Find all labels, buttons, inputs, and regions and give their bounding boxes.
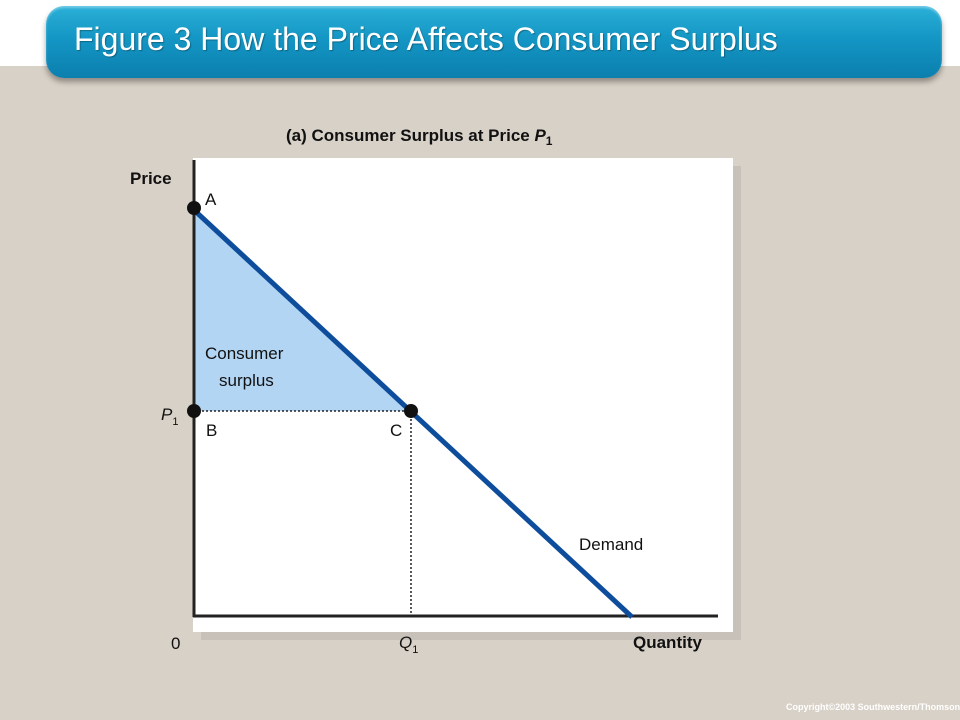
q1-subscript: 1 — [412, 644, 419, 656]
consumer-surplus-label-line1: Consumer — [205, 344, 284, 363]
page-title: Figure 3 How the Price Affects Consumer … — [74, 21, 778, 57]
price-axis-label: Price — [130, 169, 172, 188]
title-bar — [46, 6, 942, 78]
p1-label: P1 — [161, 405, 179, 428]
point-c-marker — [404, 404, 418, 418]
consumer-surplus-label-line2: surplus — [219, 371, 274, 390]
panel-title-text: (a) Consumer Surplus at Price — [286, 126, 535, 145]
point-b-marker — [187, 404, 201, 418]
point-a-label: A — [205, 190, 217, 209]
panel-title: (a) Consumer Surplus at Price P1 — [286, 126, 553, 148]
p1-subscript: 1 — [172, 416, 179, 428]
q1-var: Q — [399, 633, 413, 652]
q1-label: Q1 — [399, 633, 419, 656]
quantity-axis-label: Quantity — [633, 633, 702, 652]
demand-label: Demand — [579, 535, 644, 554]
panel-title-var: P — [534, 126, 546, 145]
p1-var: P — [161, 405, 173, 424]
origin-label: 0 — [171, 634, 181, 653]
point-b-label: B — [206, 421, 218, 440]
copyright-notice: Copyright©2003 Southwestern/Thomson Lear… — [786, 702, 960, 712]
point-a-marker — [187, 201, 201, 215]
panel-title-subscript: 1 — [545, 134, 553, 148]
point-c-label: C — [390, 421, 403, 440]
